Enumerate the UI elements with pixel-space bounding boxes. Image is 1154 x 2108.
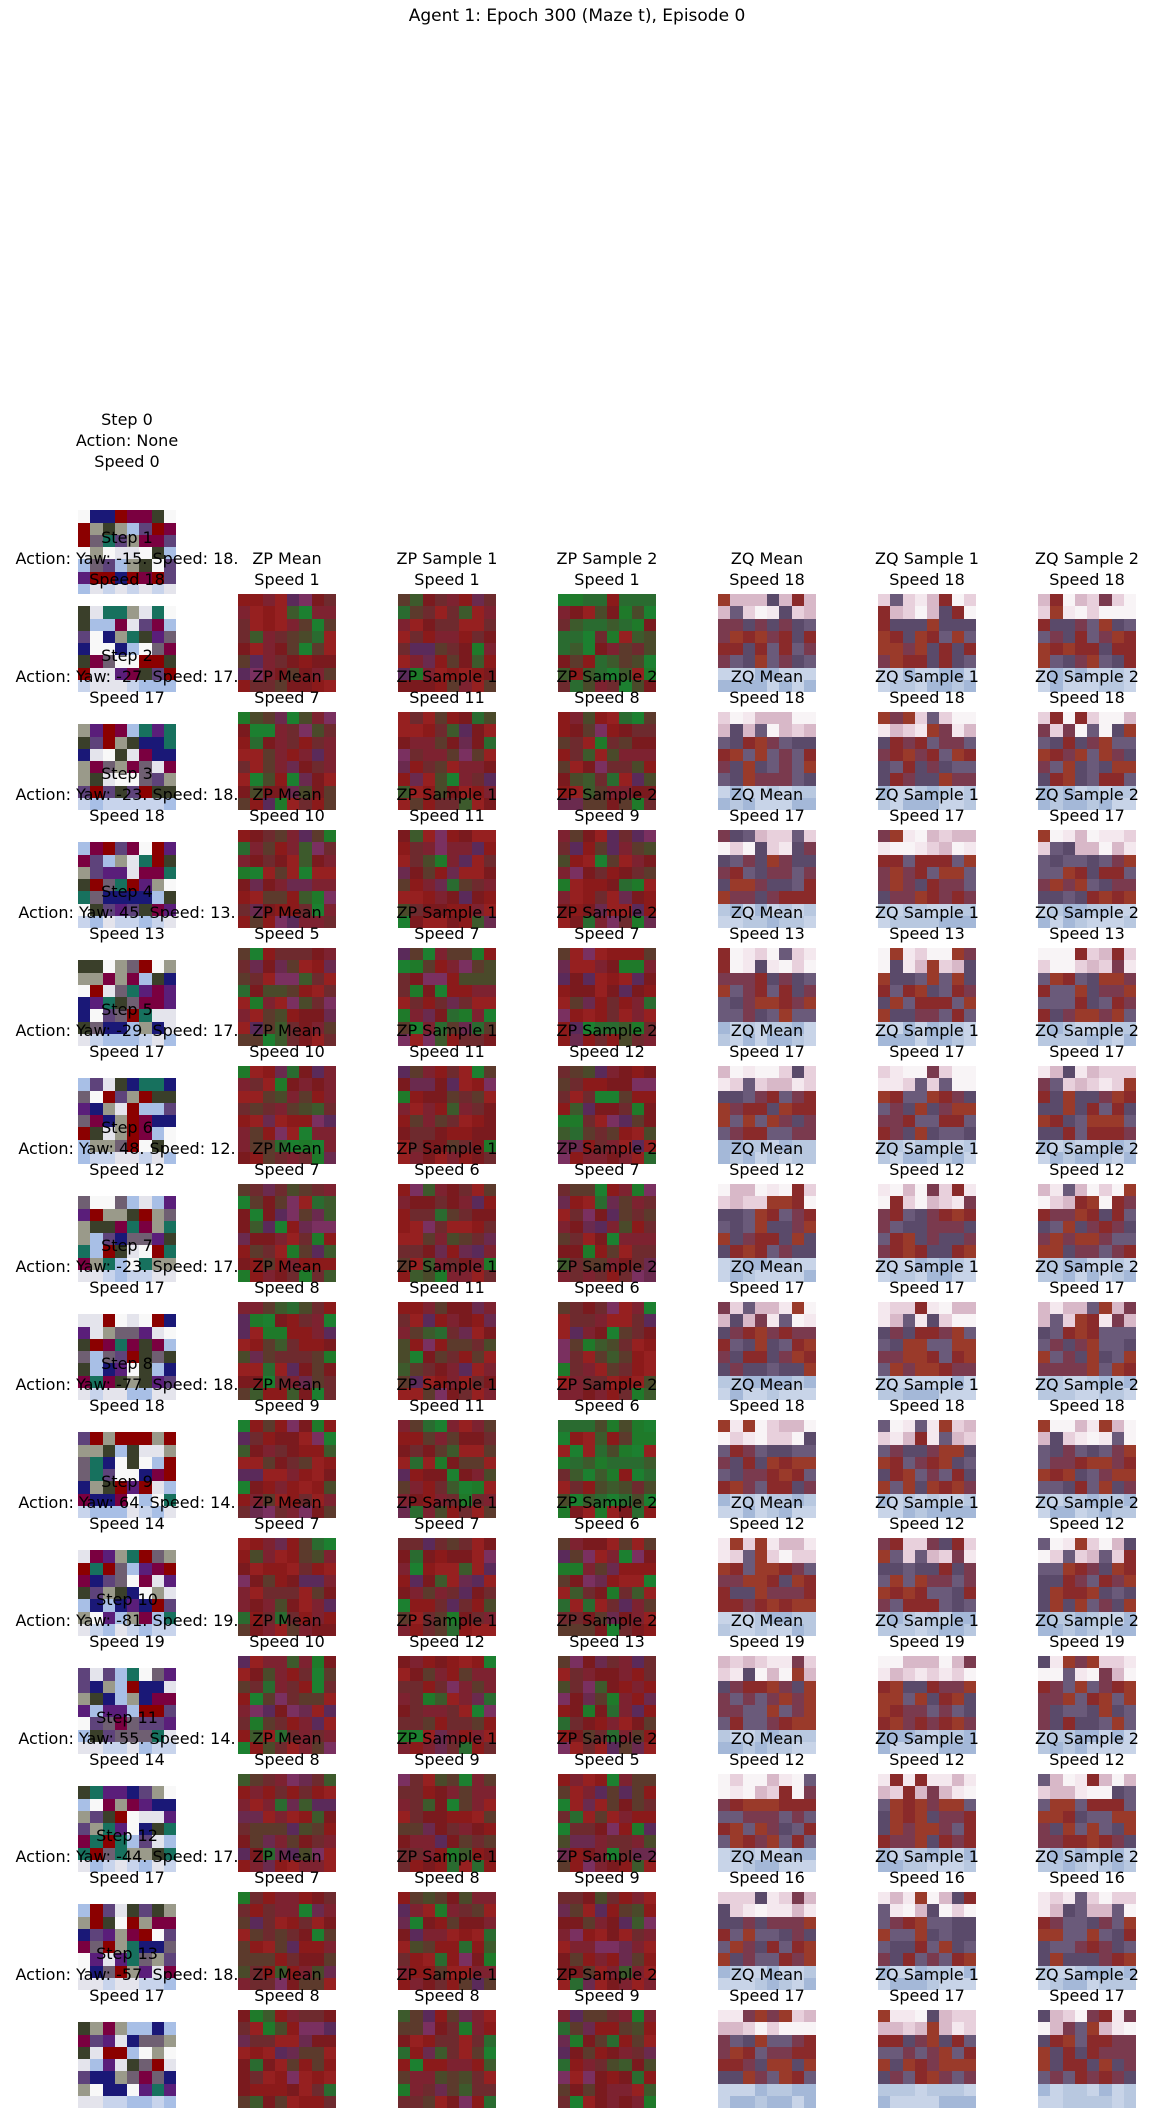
row-7-col-5-label-line-0: ZQ Sample 2 bbox=[887, 1256, 1154, 1277]
step-3-label-line-0: Step 3 bbox=[0, 763, 327, 784]
row-5-col-5-label: ZQ Sample 2 Speed 17 bbox=[887, 1020, 1154, 1062]
row-11-col-5-label-line-0: ZQ Sample 2 bbox=[887, 1728, 1154, 1749]
row-10-col-5-label-line-0: ZQ Sample 2 bbox=[887, 1610, 1154, 1631]
row-13-col-5-label: ZQ Sample 2 Speed 17 bbox=[887, 1964, 1154, 2006]
row-9-col-5-label-line-1: Speed 12 bbox=[887, 1513, 1154, 1534]
step-13-observation bbox=[78, 2010, 176, 2108]
step-7-label-line-0: Step 7 bbox=[0, 1235, 327, 1256]
row-7-col-5-label-line-1: Speed 17 bbox=[887, 1277, 1154, 1298]
step-6-label-line-0: Step 6 bbox=[0, 1117, 327, 1138]
row-10-col-5-label: ZQ Sample 2 Speed 19 bbox=[887, 1610, 1154, 1652]
row-5-col-5-label-line-0: ZQ Sample 2 bbox=[887, 1020, 1154, 1041]
row-13-col-4-image bbox=[878, 2010, 976, 2108]
row-1-col-5-label-line-0: ZQ Sample 2 bbox=[887, 548, 1154, 569]
row-5-col-5-label-line-1: Speed 17 bbox=[887, 1041, 1154, 1062]
step-0-label-line-2: Speed 0 bbox=[0, 451, 327, 472]
row-8-col-5-label-line-1: Speed 18 bbox=[887, 1395, 1154, 1416]
step-1-label-line-0: Step 1 bbox=[0, 527, 327, 548]
row-10-col-5-label-line-1: Speed 19 bbox=[887, 1631, 1154, 1652]
step-5-label-line-0: Step 5 bbox=[0, 999, 327, 1020]
row-6-col-5-label-line-0: ZQ Sample 2 bbox=[887, 1138, 1154, 1159]
row-11-col-5-label: ZQ Sample 2 Speed 12 bbox=[887, 1728, 1154, 1770]
row-13-col-2-image bbox=[558, 2010, 656, 2108]
row-11-col-5-label-line-1: Speed 12 bbox=[887, 1749, 1154, 1770]
row-4-col-5-label-line-0: ZQ Sample 2 bbox=[887, 902, 1154, 923]
row-2-col-5-label-line-0: ZQ Sample 2 bbox=[887, 666, 1154, 687]
row-9-col-5-label: ZQ Sample 2 Speed 12 bbox=[887, 1492, 1154, 1534]
row-1-col-5-label: ZQ Sample 2 Speed 18 bbox=[887, 548, 1154, 590]
row-9-col-5-label-line-0: ZQ Sample 2 bbox=[887, 1492, 1154, 1513]
step-0-label-line-1: Action: None bbox=[0, 430, 327, 451]
step-13-label-line-0: Step 13 bbox=[0, 1943, 327, 1964]
row-1-col-5-label-line-1: Speed 18 bbox=[887, 569, 1154, 590]
row-2-col-5-label: ZQ Sample 2 Speed 18 bbox=[887, 666, 1154, 708]
row-12-col-5-label-line-1: Speed 16 bbox=[887, 1867, 1154, 1888]
row-13-col-3-image bbox=[718, 2010, 816, 2108]
row-8-col-5-label: ZQ Sample 2 Speed 18 bbox=[887, 1374, 1154, 1416]
step-0-label-line-0: Step 0 bbox=[0, 409, 327, 430]
step-8-label-line-0: Step 8 bbox=[0, 1353, 327, 1374]
row-13-col-5-label-line-1: Speed 17 bbox=[887, 1985, 1154, 2006]
row-13-col-0-image bbox=[238, 2010, 336, 2108]
row-3-col-5-label: ZQ Sample 2 Speed 17 bbox=[887, 784, 1154, 826]
row-6-col-5-label-line-1: Speed 12 bbox=[887, 1159, 1154, 1180]
row-12-col-5-label: ZQ Sample 2 Speed 16 bbox=[887, 1846, 1154, 1888]
row-13-col-5-label-line-0: ZQ Sample 2 bbox=[887, 1964, 1154, 1985]
row-7-col-5-label: ZQ Sample 2 Speed 17 bbox=[887, 1256, 1154, 1298]
step-10-label-line-0: Step 10 bbox=[0, 1589, 327, 1610]
row-4-col-5-label-line-1: Speed 13 bbox=[887, 923, 1154, 944]
step-11-label-line-0: Step 11 bbox=[0, 1707, 327, 1728]
row-3-col-5-label-line-0: ZQ Sample 2 bbox=[887, 784, 1154, 805]
step-2-label-line-0: Step 2 bbox=[0, 645, 327, 666]
row-13-col-5-image bbox=[1038, 2010, 1136, 2108]
row-2-col-5-label-line-1: Speed 18 bbox=[887, 687, 1154, 708]
step-12-label-line-0: Step 12 bbox=[0, 1825, 327, 1846]
row-4-col-5-label: ZQ Sample 2 Speed 13 bbox=[887, 902, 1154, 944]
row-3-col-5-label-line-1: Speed 17 bbox=[887, 805, 1154, 826]
row-8-col-5-label-line-0: ZQ Sample 2 bbox=[887, 1374, 1154, 1395]
step-4-label-line-0: Step 4 bbox=[0, 881, 327, 902]
row-6-col-5-label: ZQ Sample 2 Speed 12 bbox=[887, 1138, 1154, 1180]
figure-title: Agent 1: Epoch 300 (Maze t), Episode 0 bbox=[0, 6, 1154, 26]
row-12-col-5-label-line-0: ZQ Sample 2 bbox=[887, 1846, 1154, 1867]
row-13-col-1-image bbox=[398, 2010, 496, 2108]
step-0-label: Step 0 Action: None Speed 0 bbox=[0, 409, 327, 472]
step-9-label-line-0: Step 9 bbox=[0, 1471, 327, 1492]
